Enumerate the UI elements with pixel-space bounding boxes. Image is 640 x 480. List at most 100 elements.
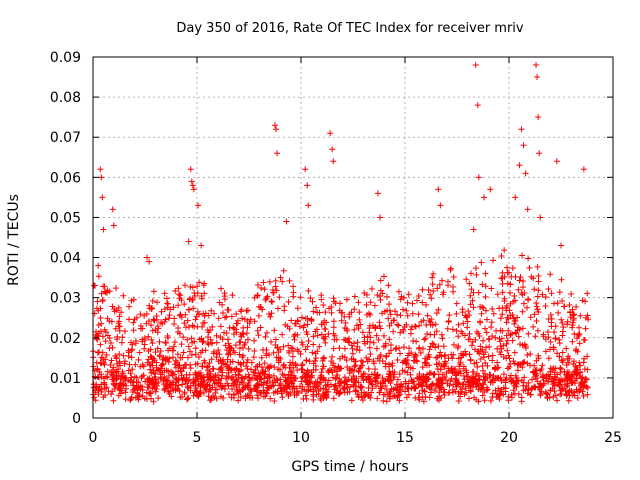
- roti-point: [314, 309, 321, 316]
- roti-point: [540, 331, 547, 338]
- roti-point: [184, 317, 191, 324]
- roti-point: [341, 386, 348, 393]
- roti-point: [301, 375, 308, 382]
- roti-point: [321, 317, 328, 324]
- roti-point: [499, 311, 506, 318]
- roti-point: [126, 361, 133, 368]
- y-tick-label: 0.07: [50, 130, 81, 146]
- roti-point: [246, 394, 253, 401]
- roti-point: [466, 336, 473, 343]
- roti-point: [176, 295, 183, 302]
- roti-point: [242, 339, 249, 346]
- roti-point: [348, 355, 355, 362]
- roti-point: [334, 371, 341, 378]
- roti-point: [305, 287, 312, 294]
- roti-point: [416, 375, 423, 382]
- roti-point: [159, 356, 166, 363]
- roti-outlier-point: [283, 218, 290, 225]
- roti-point: [387, 341, 394, 348]
- roti-point: [394, 311, 401, 318]
- roti-point: [358, 383, 365, 390]
- roti-outlier-point: [481, 194, 488, 201]
- roti-point: [491, 366, 498, 373]
- roti-point: [217, 334, 224, 341]
- roti-point: [226, 364, 233, 371]
- roti-outlier-point: [374, 190, 381, 197]
- roti-point: [420, 373, 427, 380]
- roti-point: [321, 393, 328, 400]
- roti-point: [394, 321, 401, 328]
- roti-point: [260, 367, 267, 374]
- roti-point: [568, 291, 575, 298]
- roti-point: [584, 290, 591, 297]
- roti-point: [556, 289, 563, 296]
- roti-point: [183, 361, 190, 368]
- roti-point: [341, 336, 348, 343]
- roti-point: [506, 364, 513, 371]
- roti-point: [402, 388, 409, 395]
- roti-point: [531, 286, 538, 293]
- roti-point: [343, 296, 350, 303]
- roti-point: [356, 365, 363, 372]
- roti-point: [219, 369, 226, 376]
- roti-point: [194, 375, 201, 382]
- roti-point: [201, 359, 208, 366]
- roti-point: [237, 331, 244, 338]
- x-tick-labels: 0 5 10 15 20 25: [89, 430, 622, 446]
- roti-point: [531, 384, 538, 391]
- roti-outlier-point: [198, 242, 205, 249]
- roti-point: [469, 338, 476, 345]
- x-tick-label: 25: [604, 430, 622, 446]
- roti-point: [163, 367, 170, 374]
- roti-point: [219, 301, 226, 308]
- roti-point: [207, 396, 214, 403]
- roti-point: [363, 390, 370, 397]
- roti-point: [170, 304, 177, 311]
- roti-point: [251, 348, 258, 355]
- roti-point: [552, 335, 559, 342]
- roti-point: [537, 392, 544, 399]
- roti-point: [395, 322, 402, 329]
- roti-point: [281, 307, 288, 314]
- roti-outlier-point: [91, 282, 98, 289]
- roti-point: [391, 373, 398, 380]
- roti-point: [479, 281, 486, 288]
- roti-point: [187, 365, 194, 372]
- roti-point: [190, 305, 197, 312]
- roti-point: [382, 360, 389, 367]
- roti-point: [498, 345, 505, 352]
- roti-point: [497, 315, 504, 322]
- roti-point: [127, 378, 134, 385]
- roti-point: [297, 294, 304, 301]
- roti-point: [199, 323, 206, 330]
- roti-point: [299, 361, 306, 368]
- roti-point: [499, 280, 506, 287]
- roti-point: [230, 380, 237, 387]
- roti-point: [466, 330, 473, 337]
- roti-point: [452, 388, 459, 395]
- roti-point: [108, 357, 115, 364]
- roti-point: [125, 367, 132, 374]
- roti-point: [254, 381, 261, 388]
- roti-point: [288, 317, 295, 324]
- roti-point: [436, 378, 443, 385]
- roti-point: [112, 325, 119, 332]
- roti-point: [258, 364, 265, 371]
- roti-point: [409, 365, 416, 372]
- roti-point: [330, 295, 337, 302]
- roti-outlier-point: [95, 262, 102, 269]
- roti-point: [179, 381, 186, 388]
- roti-point: [571, 311, 578, 318]
- roti-point: [409, 378, 416, 385]
- roti-outlier-point: [516, 162, 523, 169]
- roti-point: [488, 285, 495, 292]
- roti-point: [233, 310, 240, 317]
- roti-point: [453, 327, 460, 334]
- roti-point: [149, 327, 156, 334]
- roti-point: [558, 357, 565, 364]
- roti-point: [433, 310, 440, 317]
- roti-point: [500, 391, 507, 398]
- roti-point: [427, 343, 434, 350]
- roti-point: [547, 311, 554, 318]
- roti-point: [351, 363, 358, 370]
